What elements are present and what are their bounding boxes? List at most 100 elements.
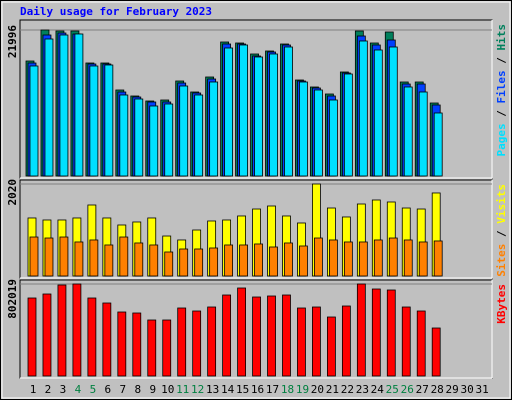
x-tick-label: 26 xyxy=(401,383,414,396)
x-tick-label: 19 xyxy=(296,383,309,396)
bar xyxy=(343,241,353,277)
bar xyxy=(358,40,368,177)
x-tick-label: 4 xyxy=(75,383,82,396)
bar xyxy=(42,293,52,377)
bar xyxy=(104,64,114,177)
bar xyxy=(209,81,219,177)
bar xyxy=(239,44,248,177)
bar xyxy=(341,305,351,377)
x-tick-label: 3 xyxy=(60,383,67,396)
bar xyxy=(328,239,338,277)
bar xyxy=(418,91,428,177)
bar xyxy=(356,283,366,377)
x-tick-label: 1 xyxy=(30,383,37,396)
bar xyxy=(119,236,129,277)
legend-entry: Sites xyxy=(495,244,508,277)
bar xyxy=(282,294,291,377)
bar xyxy=(418,241,428,277)
bar xyxy=(388,237,398,277)
legend: Pages / Files / Hits xyxy=(495,24,508,157)
x-tick-label: 22 xyxy=(341,383,354,396)
bar xyxy=(254,56,263,177)
bar xyxy=(117,311,127,377)
bar xyxy=(252,296,261,377)
bar xyxy=(147,319,157,377)
bar xyxy=(102,302,112,377)
bar xyxy=(416,310,426,377)
bar xyxy=(194,94,204,177)
x-tick-label: 29 xyxy=(446,383,459,396)
bar xyxy=(371,288,381,377)
bar xyxy=(254,243,263,277)
bar xyxy=(431,327,441,377)
y-tick-label: 802019 xyxy=(6,279,19,319)
bar xyxy=(284,242,293,277)
bar xyxy=(267,295,276,377)
x-tick-label: 12 xyxy=(191,383,204,396)
legend-separator: / xyxy=(495,104,508,124)
bar xyxy=(134,242,144,277)
bar xyxy=(328,99,338,177)
bar xyxy=(207,306,217,377)
x-tick-label: 10 xyxy=(161,383,174,396)
bar xyxy=(314,237,323,277)
x-tick-label: 16 xyxy=(251,383,264,396)
bar xyxy=(89,239,99,277)
x-tick-label: 13 xyxy=(206,383,219,396)
bar xyxy=(179,85,189,177)
x-tick-label: 24 xyxy=(371,383,385,396)
bar xyxy=(44,237,54,277)
bar xyxy=(29,65,39,177)
bar xyxy=(237,287,246,377)
x-tick-label: 17 xyxy=(266,383,279,396)
x-tick-label: 28 xyxy=(431,383,444,396)
legend-entry: KBytes xyxy=(495,284,508,324)
bar xyxy=(388,46,398,177)
bar xyxy=(373,239,383,277)
bar xyxy=(29,236,39,277)
legend-entry: Files xyxy=(495,70,508,103)
x-tick-label: 21 xyxy=(326,383,339,396)
x-tick-label: 20 xyxy=(311,383,324,396)
bar xyxy=(164,251,174,277)
bar xyxy=(149,244,159,277)
bar xyxy=(433,240,443,277)
legend: KBytes xyxy=(495,284,508,324)
bar xyxy=(403,239,413,277)
bar xyxy=(224,47,234,177)
bar xyxy=(134,98,144,177)
x-tick-label: 11 xyxy=(176,383,189,396)
bar xyxy=(299,245,308,277)
bar xyxy=(89,65,99,177)
bar xyxy=(87,297,97,377)
bar xyxy=(401,306,411,377)
legend-entry: Pages xyxy=(495,123,508,156)
x-tick-label: 27 xyxy=(416,383,429,396)
bar xyxy=(299,81,308,177)
chart-title: Daily usage for February 2023 xyxy=(20,5,212,18)
bar xyxy=(297,307,306,377)
x-tick-label: 18 xyxy=(281,383,294,396)
bar xyxy=(192,310,202,377)
legend-separator: / xyxy=(495,51,508,71)
bar xyxy=(386,289,396,377)
bar xyxy=(149,105,159,177)
bar xyxy=(57,284,67,377)
bar xyxy=(74,241,84,277)
bar xyxy=(119,94,129,177)
x-tick-label: 30 xyxy=(461,383,474,396)
x-tick-label: 6 xyxy=(105,383,112,396)
bar xyxy=(222,294,232,377)
bar xyxy=(269,246,278,277)
bar xyxy=(59,34,69,177)
bar xyxy=(239,244,248,277)
bar xyxy=(343,73,353,177)
bar xyxy=(27,297,37,377)
x-tick-label: 25 xyxy=(386,383,399,396)
bar xyxy=(433,112,443,177)
bar xyxy=(403,86,413,177)
bar xyxy=(162,319,172,377)
legend: Sites / Visits xyxy=(495,184,508,277)
legend-separator: / xyxy=(495,224,508,244)
